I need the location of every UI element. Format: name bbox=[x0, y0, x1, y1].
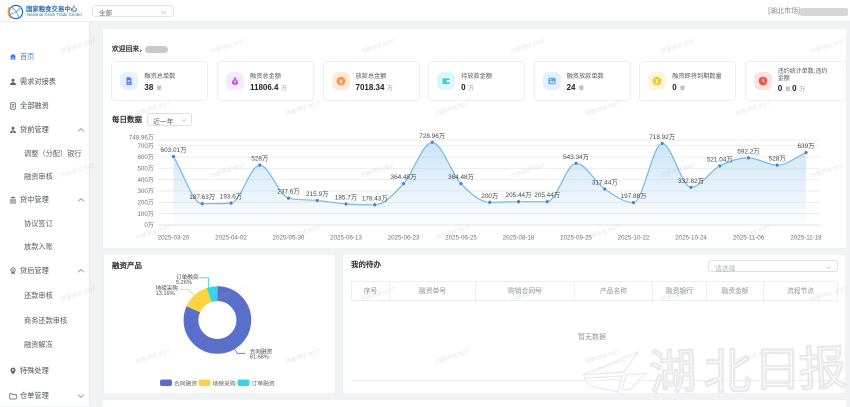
svg-text:湖: 湖 bbox=[649, 346, 698, 400]
svg-text:364.48万: 364.48万 bbox=[448, 173, 474, 181]
svg-text:200万: 200万 bbox=[481, 192, 498, 200]
svg-text:728.96万: 728.96万 bbox=[419, 132, 445, 140]
svg-text:185.7万: 185.7万 bbox=[335, 194, 357, 202]
svg-text:订单融资: 订单融资 bbox=[252, 379, 275, 387]
svg-text:2025-04-02: 2025-04-02 bbox=[215, 235, 247, 242]
svg-text:600万: 600万 bbox=[137, 154, 154, 161]
svg-text:317.44万: 317.44万 bbox=[592, 179, 618, 187]
svg-text:215.9万: 215.9万 bbox=[306, 190, 328, 198]
svg-text:200万: 200万 bbox=[137, 199, 154, 206]
svg-text:2025-10-24: 2025-10-24 bbox=[675, 235, 707, 242]
svg-text:2025-06-23: 2025-06-23 bbox=[388, 235, 420, 242]
svg-text:合同融资: 合同融资 bbox=[174, 379, 197, 387]
svg-text:北: 北 bbox=[704, 347, 751, 399]
svg-text:2025-06-25: 2025-06-25 bbox=[445, 235, 477, 242]
svg-text:2025-11-18: 2025-11-18 bbox=[790, 235, 822, 242]
svg-text:2025-05-30: 2025-05-30 bbox=[273, 235, 305, 242]
svg-text:528万: 528万 bbox=[769, 155, 786, 163]
svg-text:2025-10-22: 2025-10-22 bbox=[618, 235, 650, 242]
svg-text:2025-03-20: 2025-03-20 bbox=[158, 235, 190, 242]
svg-text:237.6万: 237.6万 bbox=[277, 188, 299, 196]
svg-text:2025-08-18: 2025-08-18 bbox=[503, 235, 535, 242]
svg-text:332.82万: 332.82万 bbox=[678, 177, 704, 185]
svg-text:300万: 300万 bbox=[137, 188, 154, 195]
svg-text:178.43万: 178.43万 bbox=[362, 194, 388, 202]
svg-text:748.96万: 748.96万 bbox=[129, 135, 154, 142]
svg-text:2025-06-13: 2025-06-13 bbox=[330, 235, 362, 242]
svg-text:718.92万: 718.92万 bbox=[649, 133, 675, 141]
svg-text:报: 报 bbox=[798, 343, 848, 397]
svg-text:592.2万: 592.2万 bbox=[737, 147, 759, 155]
svg-text:100万: 100万 bbox=[137, 211, 154, 218]
svg-text:187.63万: 187.63万 bbox=[189, 193, 215, 201]
svg-text:193.6万: 193.6万 bbox=[220, 193, 242, 201]
svg-text:197.88万: 197.88万 bbox=[621, 192, 647, 200]
svg-text:500万: 500万 bbox=[137, 165, 154, 172]
svg-text:364.48万: 364.48万 bbox=[391, 173, 417, 181]
svg-text:603.01万: 603.01万 bbox=[161, 146, 187, 154]
svg-text:528万: 528万 bbox=[251, 155, 268, 163]
svg-text:700万: 700万 bbox=[137, 143, 154, 150]
svg-text:0万: 0万 bbox=[144, 222, 154, 229]
svg-text:2025-09-25: 2025-09-25 bbox=[560, 235, 592, 242]
svg-text:205.44万: 205.44万 bbox=[506, 191, 532, 199]
svg-text:2025-11-06: 2025-11-06 bbox=[733, 235, 765, 242]
svg-text:日: 日 bbox=[754, 345, 801, 397]
svg-text:205.44万: 205.44万 bbox=[534, 191, 560, 199]
svg-text:地磅采购: 地磅采购 bbox=[213, 379, 236, 387]
svg-text:639万: 639万 bbox=[797, 142, 814, 150]
svg-text:543.34万: 543.34万 bbox=[563, 153, 589, 161]
svg-text:400万: 400万 bbox=[137, 177, 154, 184]
svg-text:521.04万: 521.04万 bbox=[707, 155, 733, 163]
